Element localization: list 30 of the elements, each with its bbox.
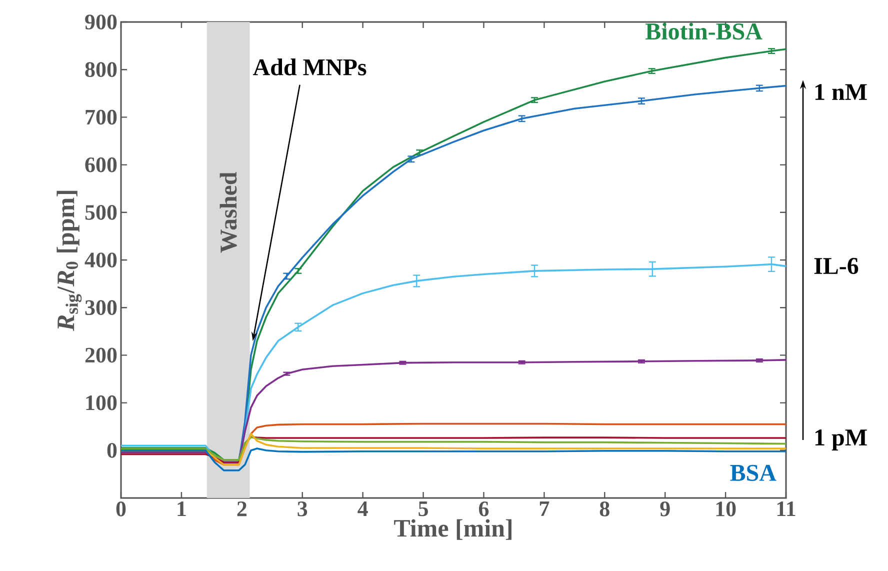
text: IL-6 <box>814 258 858 274</box>
x-tick-label: 10 <box>716 502 736 516</box>
x-tick-label: 2 <box>237 502 246 516</box>
x-tick-label: 6 <box>478 502 489 516</box>
band-label: Washed <box>220 172 237 253</box>
x-axis-title: Time [min] <box>394 519 512 540</box>
x-tick-label: 7 <box>540 502 550 516</box>
y-tick-label: 900 <box>85 14 117 30</box>
text: 1 nM <box>815 84 867 100</box>
x-tick-label: 1 <box>178 502 186 516</box>
x-tick-label: 4 <box>358 502 368 516</box>
y-tick-label: 100 <box>86 395 117 410</box>
series-label: BSA <box>730 464 776 481</box>
y-tick-label: 0 <box>107 442 117 458</box>
x-tick-label: 5 <box>418 502 428 516</box>
x-tick-label: 3 <box>298 502 308 516</box>
y-tick-label: 500 <box>85 204 117 220</box>
series-label: Biotin-BSA <box>646 22 762 40</box>
x-tick-label: 11 <box>777 502 796 516</box>
y-tick-label: 400 <box>84 252 117 268</box>
x-tick-label: 8 <box>600 502 610 516</box>
annotation: Add MNPs <box>253 58 366 76</box>
y-tick-label: 300 <box>85 300 117 316</box>
x-tick-label: 9 <box>660 502 670 516</box>
y-tick-label: 800 <box>85 62 117 78</box>
y-tick-label: 200 <box>85 348 117 363</box>
y-tick-label: 600 <box>85 157 117 172</box>
y-axis-title: R$_{sig}$/R$_{0}$ [ppm] <box>56 190 82 332</box>
text: 1 pM <box>815 430 867 450</box>
y-tick-label: 700 <box>86 110 117 125</box>
